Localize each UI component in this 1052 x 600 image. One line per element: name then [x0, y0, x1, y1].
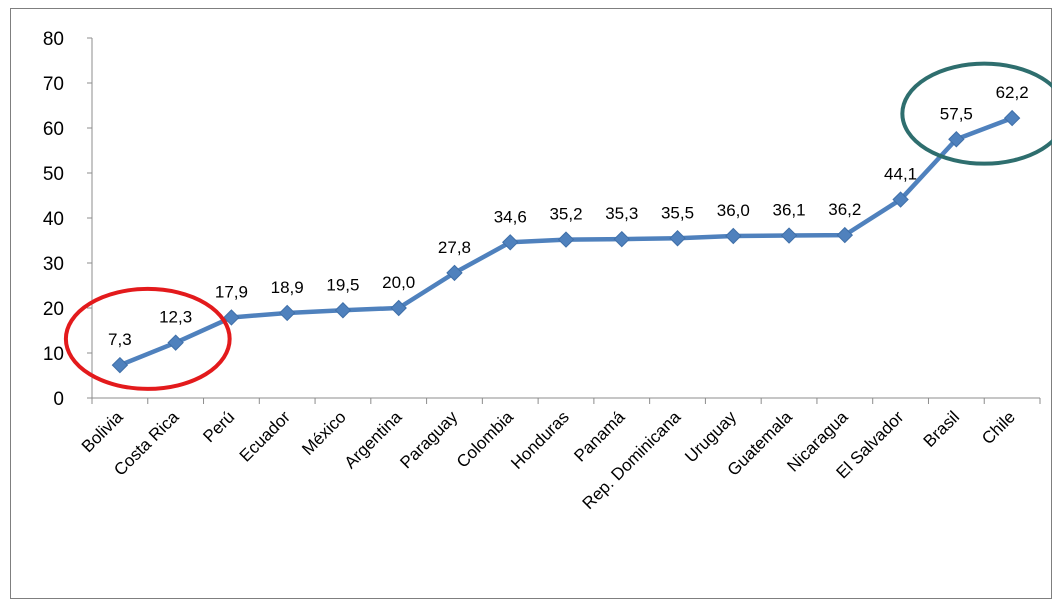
y-tick-label: 40: [43, 209, 64, 230]
data-point-el-salvador: [892, 191, 909, 208]
y-tick-label: 20: [43, 299, 64, 320]
data-point-honduras: [557, 231, 575, 248]
data-point-paraguay: [446, 264, 463, 282]
chart-border: [10, 8, 1052, 599]
data-point-colombia: [502, 234, 519, 251]
annotation-ellipse-1: [63, 286, 232, 391]
data-point-rep-dominicana: [669, 230, 686, 247]
data-point-m-xico: [334, 302, 352, 319]
data-label: 17,9: [215, 282, 248, 301]
data-label: 36,2: [828, 200, 861, 219]
annotations: [63, 61, 1052, 391]
data-label: 35,3: [605, 204, 638, 223]
data-point-nicaragua: [836, 226, 854, 244]
data-label: 44,1: [884, 165, 917, 184]
data-point-uruguay: [725, 227, 742, 245]
annotation-ellipse-2: [900, 61, 1052, 166]
data-label: 12,3: [159, 308, 192, 327]
series-layer: [111, 109, 1021, 374]
data-point-bolivia: [111, 356, 129, 374]
data-label: 34,6: [494, 207, 527, 226]
data-labels: 7,3 12,3 17,9 18,9 19,5 20,0 27,8 34,6 35,2 35,3 3…: [108, 83, 1029, 349]
data-point-ecuador: [278, 304, 296, 322]
data-label: 36,1: [773, 201, 806, 220]
data-label: 62,2: [996, 83, 1029, 102]
data-point-chile: [1003, 109, 1021, 127]
y-axis-ticks: 0 10 20 30 40 50 60 70 80: [43, 29, 92, 410]
y-tick-label: 0: [53, 389, 64, 410]
data-label: 7,3: [108, 330, 132, 349]
data-label: 19,5: [326, 275, 359, 294]
data-point-argentina: [390, 299, 407, 317]
y-tick-label: 80: [43, 29, 64, 50]
y-tick-label: 60: [43, 119, 64, 140]
data-label: 35,5: [661, 203, 694, 222]
data-label: 20,0: [382, 273, 415, 292]
data-point-costa-rica: [167, 334, 184, 351]
data-point-per-: [223, 309, 240, 326]
y-tick-label: 50: [43, 164, 64, 185]
data-point-guatemala: [780, 227, 798, 244]
data-label: 27,8: [438, 238, 471, 257]
data-label: 18,9: [271, 278, 304, 297]
data-label: 36,0: [717, 201, 750, 220]
data-point-panam-: [613, 230, 630, 248]
data-point-brasil: [948, 131, 965, 148]
y-tick-label: 10: [43, 344, 64, 365]
y-tick-label: 70: [43, 74, 64, 95]
data-label: 57,5: [940, 104, 973, 123]
y-tick-label: 30: [43, 254, 64, 275]
data-label: 35,2: [549, 205, 582, 224]
